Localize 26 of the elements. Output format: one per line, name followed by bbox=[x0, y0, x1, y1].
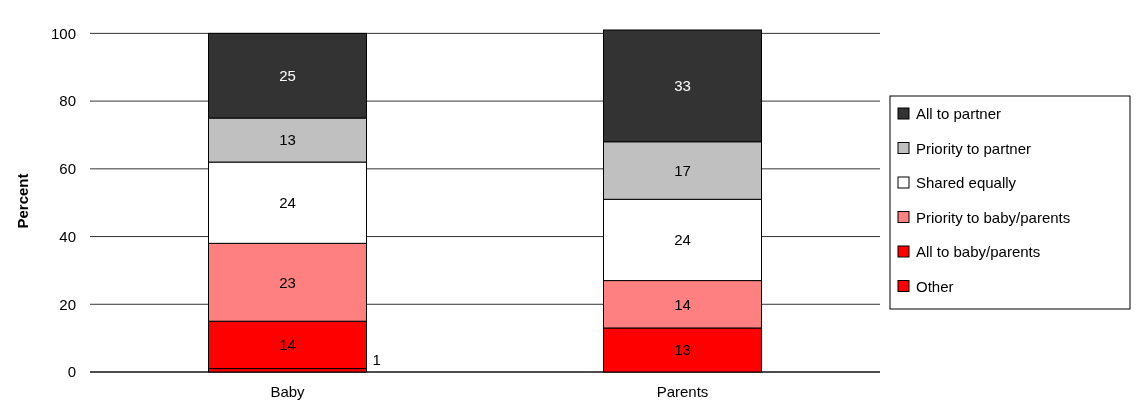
legend-label: Shared equally bbox=[916, 174, 1017, 192]
legend-label: All to partner bbox=[916, 105, 1002, 123]
y-tick-label: 40 bbox=[59, 227, 76, 245]
legend-label: Priority to partner bbox=[916, 139, 1032, 157]
y-tick-label: 0 bbox=[67, 363, 76, 381]
data-label: 14 bbox=[674, 295, 691, 313]
legend-label: Priority to baby/parents bbox=[916, 208, 1071, 226]
y-tick-label: 20 bbox=[59, 295, 76, 313]
data-label: 24 bbox=[279, 193, 296, 211]
legend-label: All to baby/parents bbox=[916, 243, 1041, 261]
x-tick-label: Baby bbox=[270, 382, 306, 400]
data-label: 17 bbox=[674, 161, 691, 179]
x-tick-label: Parents bbox=[656, 382, 709, 400]
data-label: 25 bbox=[279, 66, 296, 84]
data-label: 13 bbox=[674, 341, 691, 359]
data-label: 24 bbox=[674, 231, 691, 249]
y-tick-label: 80 bbox=[59, 92, 76, 110]
y-tick-label: 60 bbox=[59, 160, 76, 178]
y-tick-label: 100 bbox=[50, 24, 76, 42]
data-label: 1 bbox=[372, 350, 381, 368]
y-axis-title: Percent bbox=[14, 173, 31, 229]
data-label: 14 bbox=[279, 336, 296, 354]
data-label: 23 bbox=[279, 273, 296, 291]
data-label: 13 bbox=[279, 131, 296, 149]
data-label: 33 bbox=[674, 77, 691, 95]
legend-label: Other bbox=[916, 277, 954, 295]
